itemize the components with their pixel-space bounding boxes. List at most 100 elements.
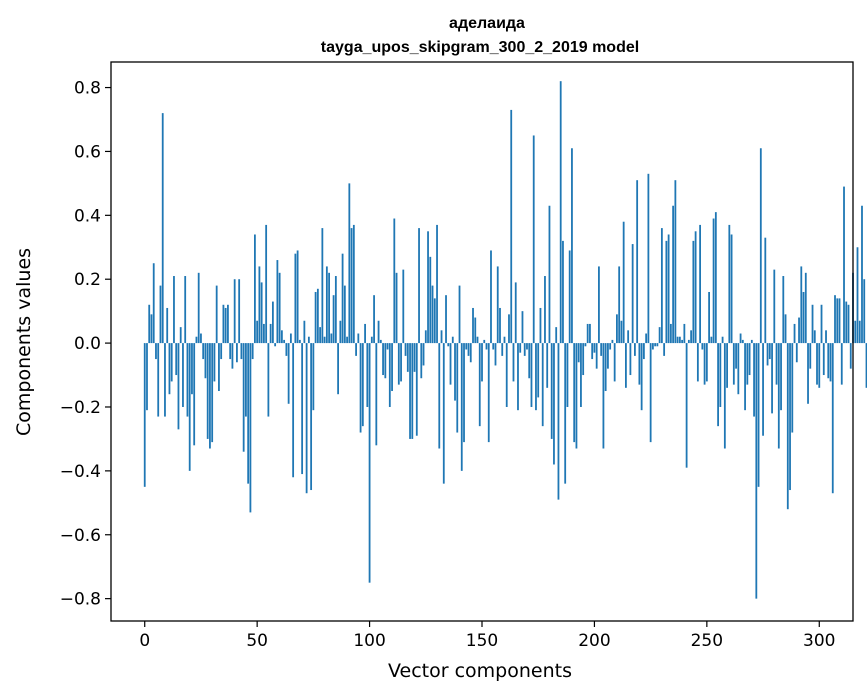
bar-134 xyxy=(445,295,447,344)
bar-148 xyxy=(476,336,479,344)
bar-151 xyxy=(483,339,486,344)
bar-284 xyxy=(782,276,785,344)
bar-115 xyxy=(402,269,405,344)
bar-262 xyxy=(732,343,735,385)
bar-265 xyxy=(739,333,742,344)
bar-153 xyxy=(487,343,490,443)
x-tick-label: 200 xyxy=(578,631,610,651)
bar-120 xyxy=(413,343,416,372)
bar-214 xyxy=(625,343,627,388)
bar-48 xyxy=(251,343,254,360)
bar-261 xyxy=(730,234,733,344)
bar-6 xyxy=(157,343,160,417)
bar-225 xyxy=(649,343,652,443)
bar-80 xyxy=(323,336,326,344)
bar-299 xyxy=(816,343,818,385)
bar-144 xyxy=(467,343,470,356)
bar-26 xyxy=(202,343,205,360)
bar-50 xyxy=(256,320,259,344)
bar-196 xyxy=(584,343,587,347)
bar-223 xyxy=(645,333,648,344)
bar-169 xyxy=(523,343,526,356)
bar-130 xyxy=(436,224,438,344)
bar-219 xyxy=(636,180,639,344)
bar-127 xyxy=(429,256,432,344)
bar-98 xyxy=(364,323,366,344)
bar-59 xyxy=(276,260,279,344)
bar-307 xyxy=(834,295,836,344)
bar-186 xyxy=(562,240,564,344)
bar-132 xyxy=(440,330,443,344)
bar-295 xyxy=(807,343,809,404)
x-tick-label: 250 xyxy=(691,631,723,651)
bar-91 xyxy=(348,183,351,344)
bar-208 xyxy=(611,339,614,344)
bar-286 xyxy=(786,343,789,510)
bar-184 xyxy=(557,343,560,500)
bar-201 xyxy=(595,343,598,369)
bar-232 xyxy=(665,240,668,344)
bar-154 xyxy=(490,250,492,344)
bar-108 xyxy=(386,343,389,350)
bar-221 xyxy=(640,343,643,411)
bar-182 xyxy=(553,343,555,465)
bar-317 xyxy=(856,247,859,344)
bar-270 xyxy=(750,339,753,344)
bar-311 xyxy=(843,186,845,344)
bar-253 xyxy=(712,218,715,344)
bar-121 xyxy=(415,343,418,436)
bar-313 xyxy=(847,304,850,344)
bar-96 xyxy=(359,343,362,433)
bar-137 xyxy=(451,336,454,344)
bar-43 xyxy=(240,343,243,360)
bar-106 xyxy=(382,343,384,376)
bar-114 xyxy=(400,343,402,382)
bar-53 xyxy=(263,323,265,344)
bar-205 xyxy=(604,343,607,392)
bar-16 xyxy=(179,327,182,344)
bar-0 xyxy=(143,343,146,487)
bar-254 xyxy=(714,212,717,344)
bar-152 xyxy=(485,343,488,350)
bar-60 xyxy=(278,272,281,344)
bar-217 xyxy=(631,244,634,344)
bar-242 xyxy=(687,339,690,344)
bar-290 xyxy=(795,343,798,363)
bar-113 xyxy=(397,343,400,385)
bar-68 xyxy=(296,250,299,344)
y-tick-label: −0.6 xyxy=(60,526,101,546)
bar-41 xyxy=(236,343,238,363)
bar-180 xyxy=(548,205,551,344)
bar-65 xyxy=(289,333,292,344)
bar-294 xyxy=(804,272,807,344)
bar-81 xyxy=(325,266,328,344)
bar-18 xyxy=(184,276,187,344)
bar-241 xyxy=(685,343,688,468)
y-tick-label: 0.0 xyxy=(74,334,101,354)
bar-37 xyxy=(227,304,229,344)
chart-subtitle: tayga_upos_skipgram_300_2_2019 model xyxy=(321,39,639,56)
bar-236 xyxy=(674,180,677,344)
bar-13 xyxy=(173,276,175,344)
bar-175 xyxy=(537,343,540,398)
bar-168 xyxy=(521,311,524,344)
bar-44 xyxy=(242,343,245,452)
bar-298 xyxy=(813,330,816,344)
bar-312 xyxy=(845,301,848,344)
bar-135 xyxy=(447,343,450,347)
bar-77 xyxy=(316,288,319,344)
bar-305 xyxy=(829,343,832,382)
bar-174 xyxy=(535,343,537,411)
bar-167 xyxy=(519,343,522,353)
bar-207 xyxy=(609,343,612,350)
bar-117 xyxy=(406,343,409,372)
bar-235 xyxy=(672,205,675,344)
bar-51 xyxy=(258,266,261,344)
bar-297 xyxy=(811,304,814,344)
bar-90 xyxy=(346,336,348,344)
bar-192 xyxy=(575,343,578,449)
bar-63 xyxy=(285,343,288,356)
bar-276 xyxy=(764,237,767,344)
bar-220 xyxy=(638,343,641,385)
